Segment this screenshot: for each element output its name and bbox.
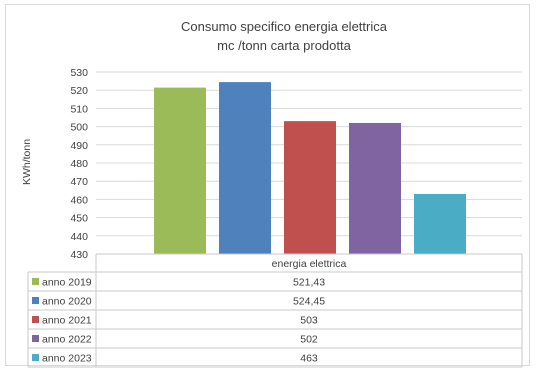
bar-anno-2020 — [219, 82, 271, 254]
bar-anno-2021 — [284, 121, 336, 254]
legend-entry: anno 2022 — [42, 334, 92, 346]
legend-swatch — [32, 354, 39, 361]
data-value-label: 502 — [300, 334, 318, 346]
y-tick-label: 500 — [70, 122, 88, 134]
legend-swatch — [32, 278, 39, 285]
bar-anno-2023 — [414, 193, 466, 254]
y-tick-label: 480 — [70, 158, 88, 170]
y-tick-label: 470 — [70, 176, 88, 188]
legend-swatch — [32, 297, 39, 304]
y-tick-label: 530 — [70, 67, 88, 79]
legend-entry: anno 2020 — [42, 296, 92, 308]
legend-entry: anno 2019 — [42, 277, 92, 289]
chart-subtitle: mc /tonn carta prodotta — [217, 38, 351, 53]
y-axis-label: KWh/tonn — [21, 139, 33, 185]
chart-title: Consumo specifico energia elettrica — [181, 19, 388, 34]
y-tick-label: 460 — [70, 194, 88, 206]
y-tick-label: 430 — [70, 249, 88, 261]
y-tick-label: 450 — [70, 213, 88, 225]
bar-anno-2022 — [349, 122, 401, 255]
data-value-label: 463 — [300, 353, 318, 365]
legend-swatch — [32, 316, 39, 323]
category-label: energia elettrica — [272, 258, 347, 270]
legend-swatch — [32, 335, 39, 342]
y-tick-label: 440 — [70, 231, 88, 243]
data-value-label: 524,45 — [293, 296, 325, 308]
y-tick-label: 490 — [70, 140, 88, 152]
y-tick-label: 510 — [70, 103, 88, 115]
legend-entry: anno 2021 — [42, 315, 92, 327]
bar-anno-2019 — [154, 87, 206, 254]
data-value-label: 503 — [300, 315, 318, 327]
data-value-label: 521,43 — [293, 277, 325, 289]
legend-entry: anno 2023 — [42, 353, 92, 365]
y-tick-label: 520 — [70, 85, 88, 97]
